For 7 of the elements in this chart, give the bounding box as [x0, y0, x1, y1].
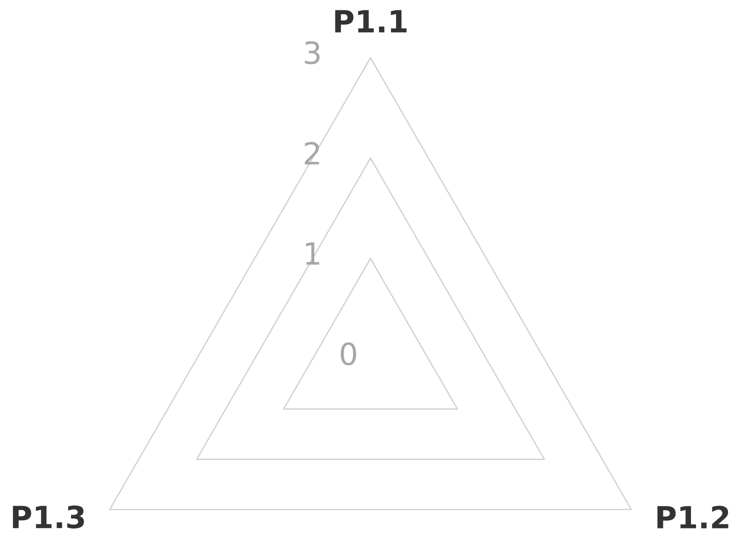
y-tick-label: 2	[304, 142, 319, 165]
spoke-label: P1.2	[657, 506, 728, 528]
spoke-label: P1.3	[12, 506, 84, 529]
y-tick-label: 3	[304, 41, 320, 64]
spoke-label: P1.1	[335, 10, 407, 32]
y-tick-label: 1	[306, 242, 320, 265]
y-tick-label: 0	[340, 342, 356, 366]
